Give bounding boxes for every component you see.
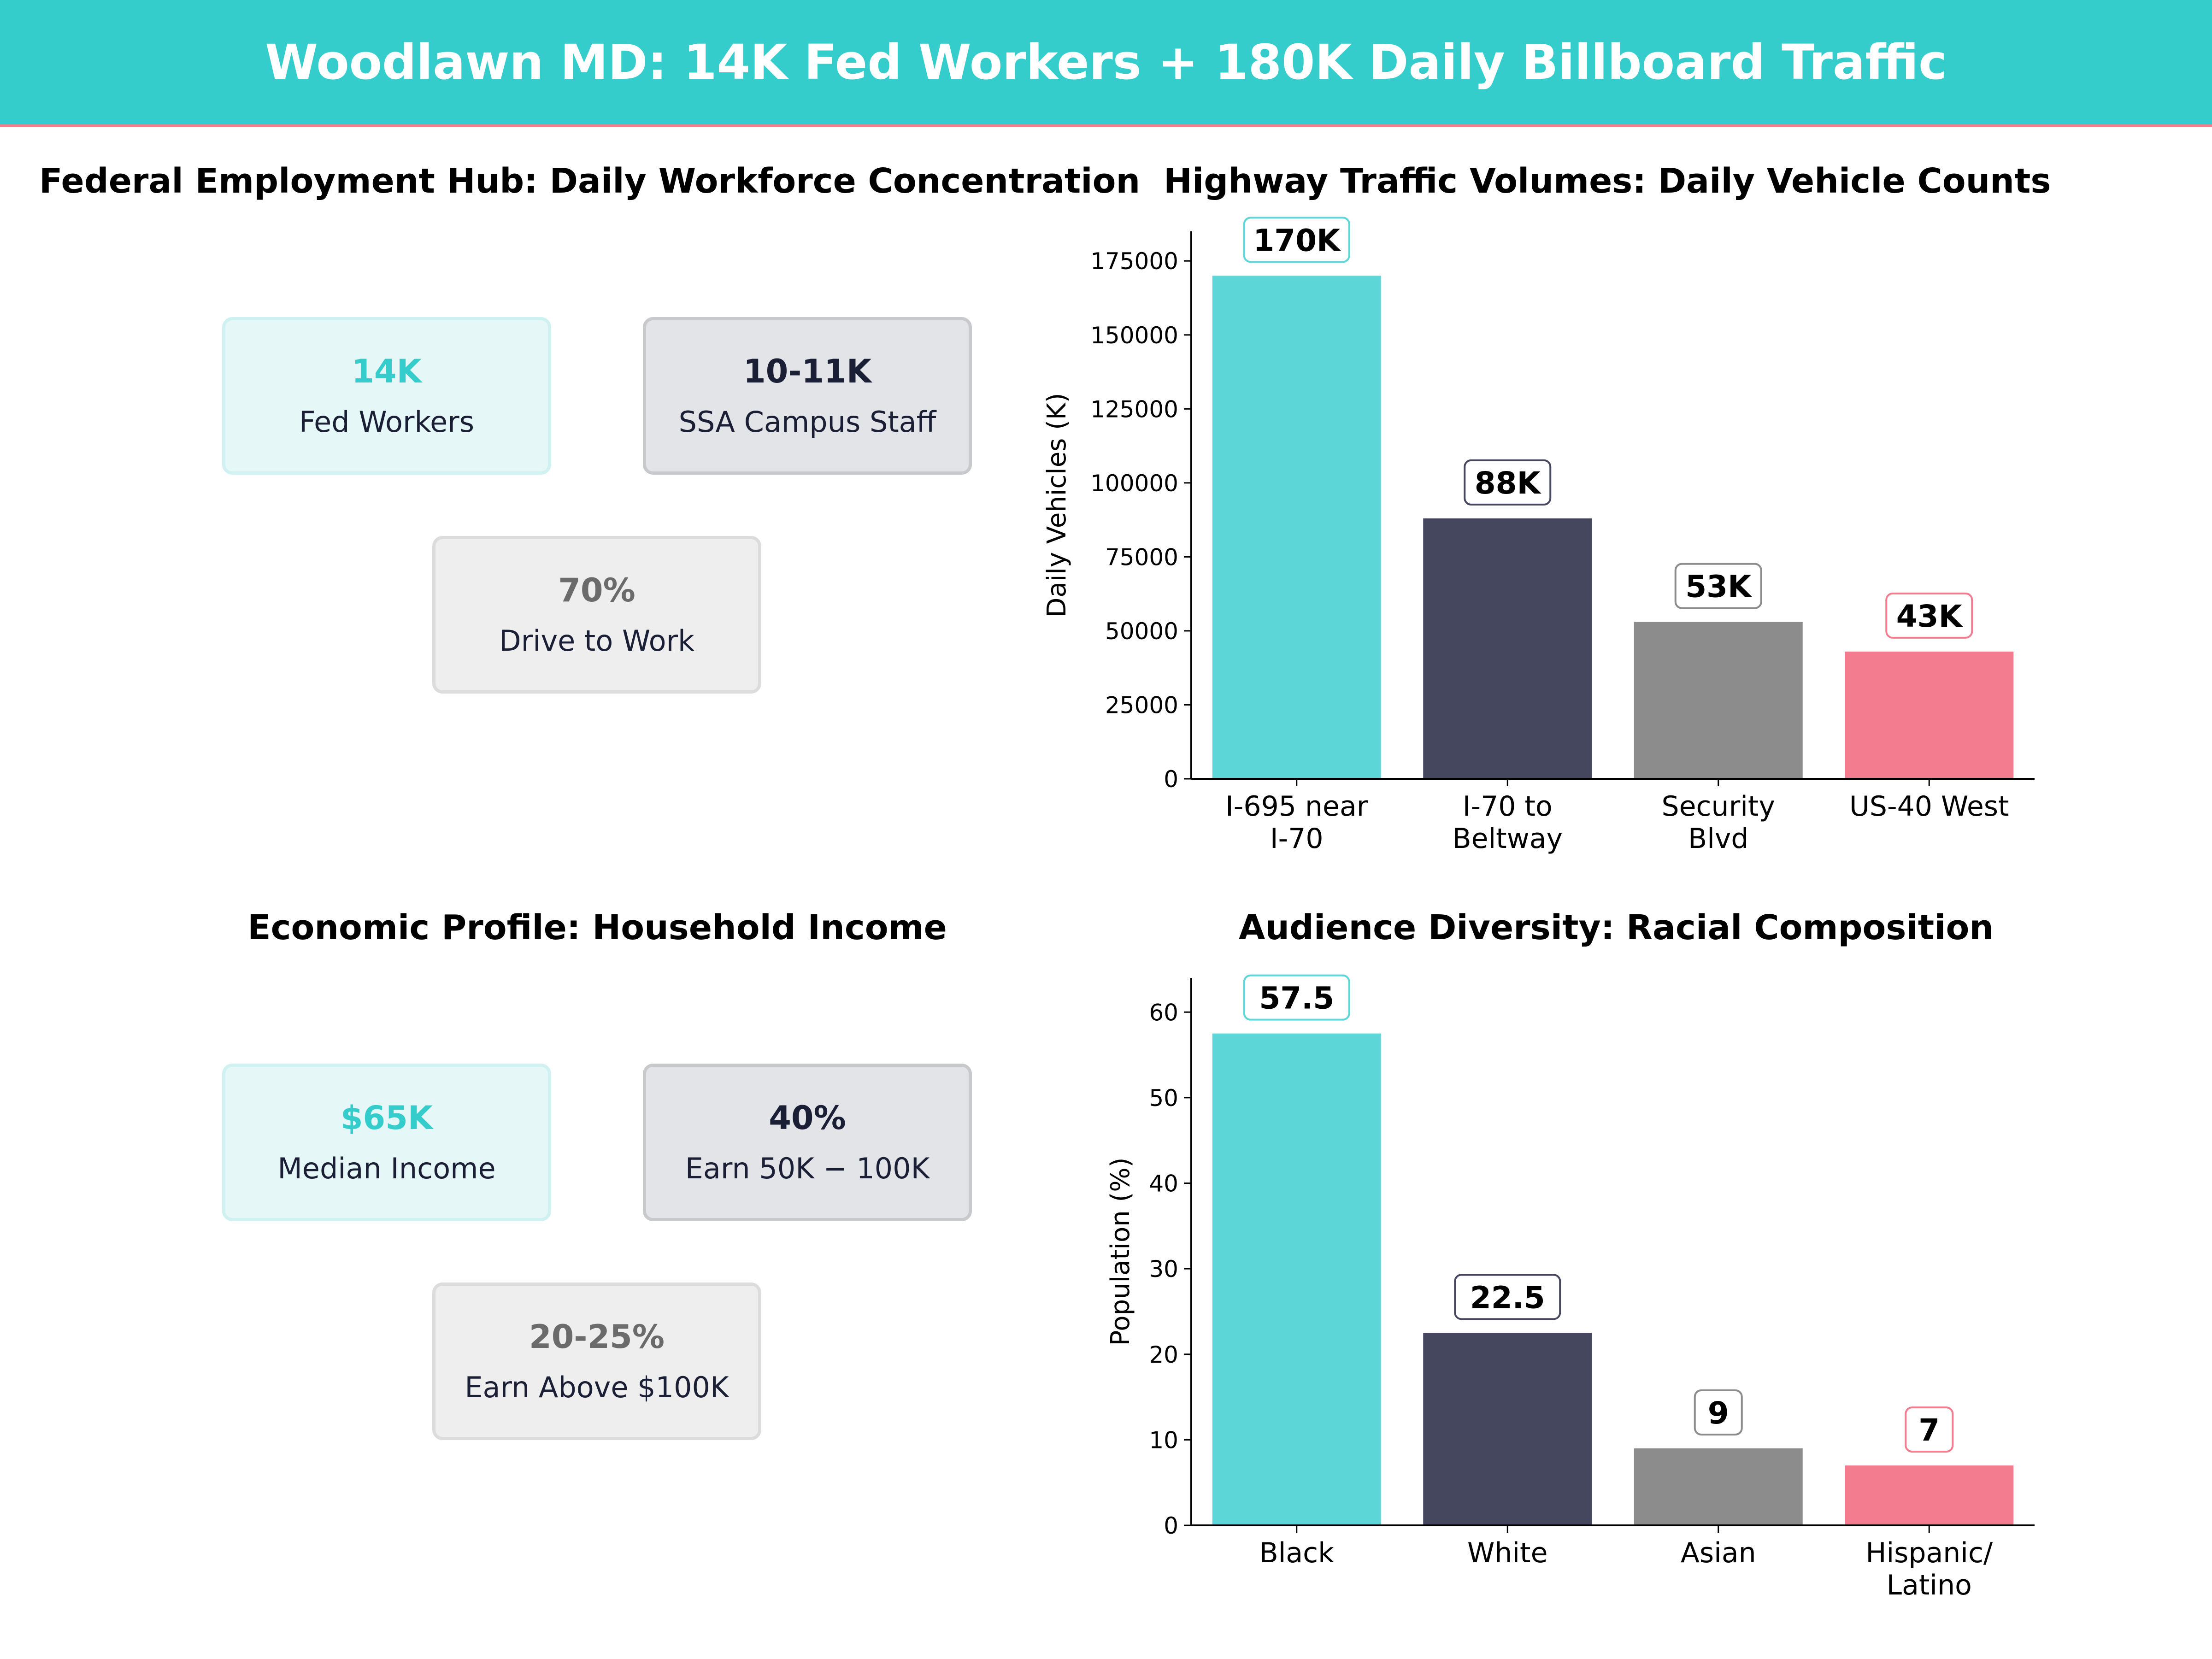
y-axis-label: Population (%) xyxy=(1106,1158,1135,1346)
y-tick-label: 50 xyxy=(1149,1085,1178,1112)
x-tick-label: US-40 West xyxy=(1849,790,2009,823)
diversity-chart-title: Audience Diversity: Racial Composition xyxy=(1238,908,1994,947)
y-tick-label: 20 xyxy=(1149,1341,1178,1368)
data-label-box xyxy=(1694,1389,1743,1435)
y-axis-label: Daily Vehicles (K) xyxy=(1042,393,1072,617)
earn-above-100k-card: 20-25% Earn Above $100K xyxy=(432,1282,761,1440)
federal-panel-title: Federal Employment Hub: Daily Workforce … xyxy=(39,161,1141,201)
data-label: 7 xyxy=(1918,1412,1940,1448)
y-tick-label: 60 xyxy=(1149,999,1178,1026)
card-label: SSA Campus Staff xyxy=(678,405,936,439)
data-label: 88K xyxy=(1475,465,1542,501)
page-title: Woodlawn MD: 14K Fed Workers + 180K Dail… xyxy=(265,34,1947,90)
bar xyxy=(1212,276,1381,779)
y-tick-label: 75000 xyxy=(1105,544,1178,571)
data-label: 22.5 xyxy=(1470,1280,1545,1315)
y-tick-label: 0 xyxy=(1164,766,1178,793)
x-tick-label: Security xyxy=(1662,790,1775,823)
card-label: Drive to Work xyxy=(499,624,694,658)
bar xyxy=(1634,622,1803,779)
card-value: 14K xyxy=(352,353,422,390)
x-tick-label: Latino xyxy=(1887,1569,1972,1601)
data-label-box xyxy=(1674,563,1762,609)
card-label: Fed Workers xyxy=(299,405,475,439)
data-label-box xyxy=(1464,459,1552,506)
bar xyxy=(1212,1033,1381,1525)
card-value: $65K xyxy=(340,1099,433,1137)
data-label-box xyxy=(1243,974,1350,1021)
data-label: 43K xyxy=(1896,599,1964,634)
card-value: 40% xyxy=(769,1099,846,1137)
drive-to-work-card: 70% Drive to Work xyxy=(432,536,761,694)
x-tick-label: Hispanic/ xyxy=(1865,1537,1993,1569)
bar xyxy=(1845,1465,2014,1525)
y-tick-label: 100000 xyxy=(1090,470,1178,497)
card-label: Earn Above $100K xyxy=(465,1371,729,1404)
median-income-card: $65K Median Income xyxy=(222,1064,551,1221)
data-label-box xyxy=(1454,1274,1561,1320)
data-label: 9 xyxy=(1708,1395,1729,1431)
x-tick-label: I-70 to xyxy=(1463,790,1553,823)
card-value: 20-25% xyxy=(529,1318,665,1356)
x-tick-label: Asian xyxy=(1681,1537,1756,1569)
bar xyxy=(1423,518,1592,779)
x-tick-label: I-70 xyxy=(1270,823,1324,855)
data-label: 53K xyxy=(1685,569,1753,605)
x-tick-label: I-695 near xyxy=(1225,790,1368,823)
bar xyxy=(1423,1333,1592,1525)
y-tick-label: 0 xyxy=(1164,1512,1178,1539)
data-label-box xyxy=(1243,217,1350,263)
income-panel-title: Economic Profile: Household Income xyxy=(247,908,947,947)
x-tick-label: Beltway xyxy=(1452,823,1563,855)
bar xyxy=(1634,1448,1803,1525)
traffic-chart-title: Highway Traffic Volumes: Daily Vehicle C… xyxy=(1164,161,2051,201)
x-tick-label: White xyxy=(1467,1537,1547,1569)
fed-workers-card: 14K Fed Workers xyxy=(222,317,551,475)
card-value: 10-11K xyxy=(743,353,872,390)
bar xyxy=(1845,651,2014,779)
x-tick-label: Blvd xyxy=(1688,823,1748,855)
y-tick-label: 175000 xyxy=(1090,248,1178,275)
y-tick-label: 30 xyxy=(1149,1256,1178,1282)
y-tick-label: 25000 xyxy=(1105,692,1178,718)
ssa-staff-card: 10-11K SSA Campus Staff xyxy=(643,317,972,475)
y-tick-label: 50000 xyxy=(1105,618,1178,645)
card-value: 70% xyxy=(558,571,635,609)
x-tick-label: Black xyxy=(1259,1537,1335,1569)
y-tick-label: 125000 xyxy=(1090,396,1178,423)
data-label-box xyxy=(1885,592,1973,639)
earn-50-100k-card: 40% Earn 50K − 100K xyxy=(643,1064,972,1221)
card-label: Median Income xyxy=(277,1152,496,1185)
data-label: 170K xyxy=(1253,223,1341,258)
data-label: 57.5 xyxy=(1259,981,1334,1016)
y-tick-label: 40 xyxy=(1149,1171,1178,1197)
data-label-box xyxy=(1905,1406,1954,1453)
y-tick-label: 150000 xyxy=(1090,322,1178,349)
header-banner: Woodlawn MD: 14K Fed Workers + 180K Dail… xyxy=(0,0,2212,127)
card-label: Earn 50K − 100K xyxy=(685,1152,930,1185)
y-tick-label: 10 xyxy=(1149,1427,1178,1453)
